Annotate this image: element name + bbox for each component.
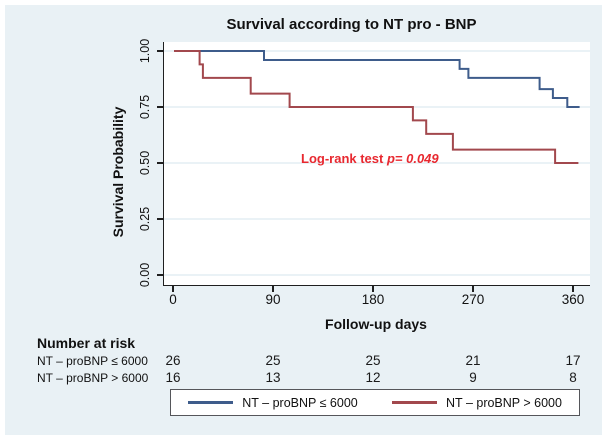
x-tick-label: 180 (361, 292, 385, 307)
risk-count: 13 (265, 369, 281, 385)
x-tick-mark (372, 286, 374, 292)
y-tick-label: 0.50 (138, 150, 152, 176)
risk-count: 26 (165, 353, 181, 368)
x-axis-label: Follow-up days (325, 316, 427, 332)
risk-count: 21 (465, 353, 481, 368)
log-rank-annotation: Log-rank test p= 0.049 (301, 151, 439, 166)
risk-row: NT – proBNP ≤ 6000 26 25 25 21 17 (0, 353, 607, 369)
risk-count: 9 (469, 369, 477, 385)
x-tick-mark (572, 286, 574, 292)
y-tick-label: 0.25 (138, 206, 152, 232)
legend-line-sample (392, 401, 438, 404)
x-tick-mark (172, 286, 174, 292)
y-tick-mark (157, 162, 163, 164)
y-tick-label: 0.00 (138, 262, 152, 288)
risk-count: 25 (265, 353, 281, 368)
risk-count: 17 (565, 353, 581, 368)
x-tick-label: 0 (169, 292, 177, 307)
y-tick-mark (157, 50, 163, 52)
risk-count: 25 (365, 353, 381, 368)
plot-area (163, 42, 590, 286)
legend-label: NT – proBNP ≤ 6000 (242, 395, 358, 410)
chart-title: Survival according to NT pro - BNP (226, 16, 477, 33)
risk-count: 16 (165, 369, 181, 385)
x-tick-label: 270 (461, 292, 485, 307)
y-tick-mark (157, 106, 163, 108)
risk-row-label: NT – proBNP > 6000 (37, 370, 149, 385)
legend-item: NT – proBNP > 6000 (375, 396, 579, 410)
x-tick-label: 90 (265, 292, 281, 307)
y-tick-mark (157, 274, 163, 276)
p-value-text: p= 0.049 (386, 151, 439, 166)
y-tick-label: 0.75 (138, 94, 152, 120)
survival-curve (174, 50, 580, 108)
y-tick-mark (157, 218, 163, 220)
risk-row-label: NT – proBNP ≤ 6000 (37, 354, 148, 368)
risk-count: 8 (569, 369, 577, 385)
x-tick-mark (472, 286, 474, 292)
x-tick-mark (272, 286, 274, 292)
y-axis-label: Survival Probability (110, 106, 126, 238)
kaplan-meier-svg (164, 50, 590, 276)
risk-table-header: Number at risk (37, 335, 136, 351)
risk-row: NT – proBNP > 6000 16 13 12 9 8 (0, 370, 607, 386)
legend-item: NT – proBNP ≤ 6000 (171, 396, 375, 410)
log-rank-text: Log-rank test (301, 151, 387, 166)
survival-curve (174, 50, 579, 164)
x-tick-label: 360 (561, 292, 585, 307)
y-tick-label: 1.00 (138, 38, 152, 64)
legend-line-sample (188, 401, 234, 404)
legend-label: NT – proBNP > 6000 (446, 395, 562, 410)
legend-box: NT – proBNP ≤ 6000 NT – proBNP > 6000 (170, 389, 580, 416)
risk-count: 12 (365, 369, 381, 385)
